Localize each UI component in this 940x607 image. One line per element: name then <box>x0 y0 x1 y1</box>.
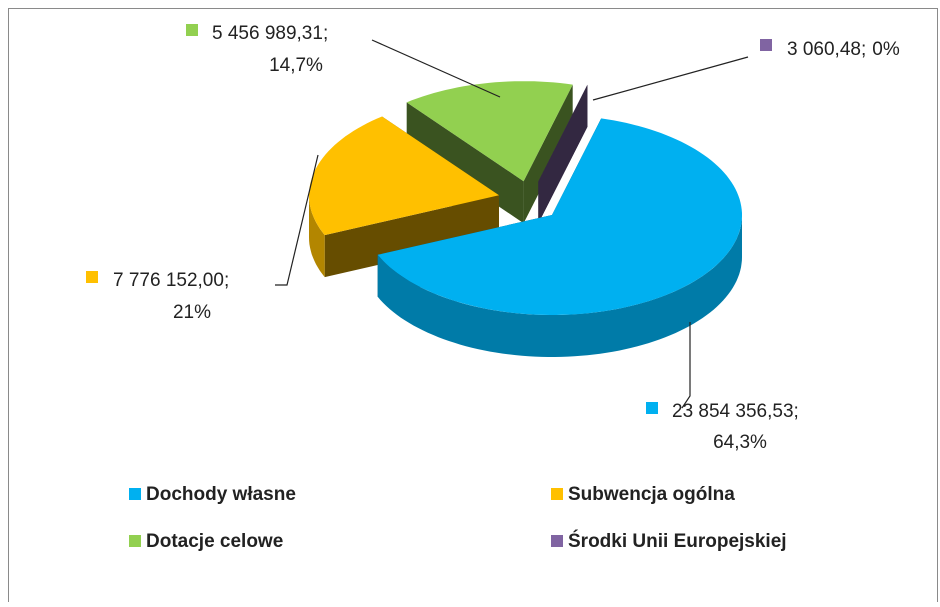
legend-key <box>129 488 141 500</box>
legend-label: Dochody własne <box>146 484 296 505</box>
value-label: 3 060,48; <box>787 39 866 60</box>
legend-label: Środki Unii Europejskiej <box>568 530 787 552</box>
slice <box>406 81 573 182</box>
legend-key <box>551 488 563 500</box>
label-key <box>646 402 658 414</box>
label-key <box>760 39 772 51</box>
legend-key <box>129 535 141 547</box>
value-label: 7 776 152,00; <box>113 270 229 291</box>
pie <box>309 81 742 357</box>
legend: Dochody własne Subwencja ogólna Dotacje ce… <box>129 484 787 552</box>
slice-wall <box>309 195 325 278</box>
slice <box>538 84 588 182</box>
leader-line <box>371 39 501 98</box>
value-label: 5 456 989,31; <box>212 23 328 44</box>
legend-label: Subwencja ogólna <box>568 484 735 505</box>
legend-label: Dotacje celowe <box>146 531 283 552</box>
percent-label: 64,3% <box>713 432 767 453</box>
slice-side <box>324 195 499 278</box>
data-labels: 23 854 356,53; 64,3% 7 776 152,00; 21% 5 456… <box>86 23 900 453</box>
label-key <box>186 24 198 36</box>
leader-line <box>681 322 691 409</box>
percent-label: 14,7% <box>269 55 323 76</box>
slice <box>377 118 742 316</box>
slice-side <box>538 84 588 224</box>
slice <box>309 116 499 236</box>
slice-side <box>523 84 573 224</box>
percent-label: 21% <box>173 302 211 323</box>
leader-line <box>275 154 319 286</box>
leader-line <box>592 56 749 101</box>
label-key <box>86 271 98 283</box>
slice-wall <box>377 215 742 357</box>
percent-label: 0% <box>872 39 900 60</box>
value-label: 23 854 356,53; <box>672 401 799 422</box>
legend-key <box>551 535 563 547</box>
